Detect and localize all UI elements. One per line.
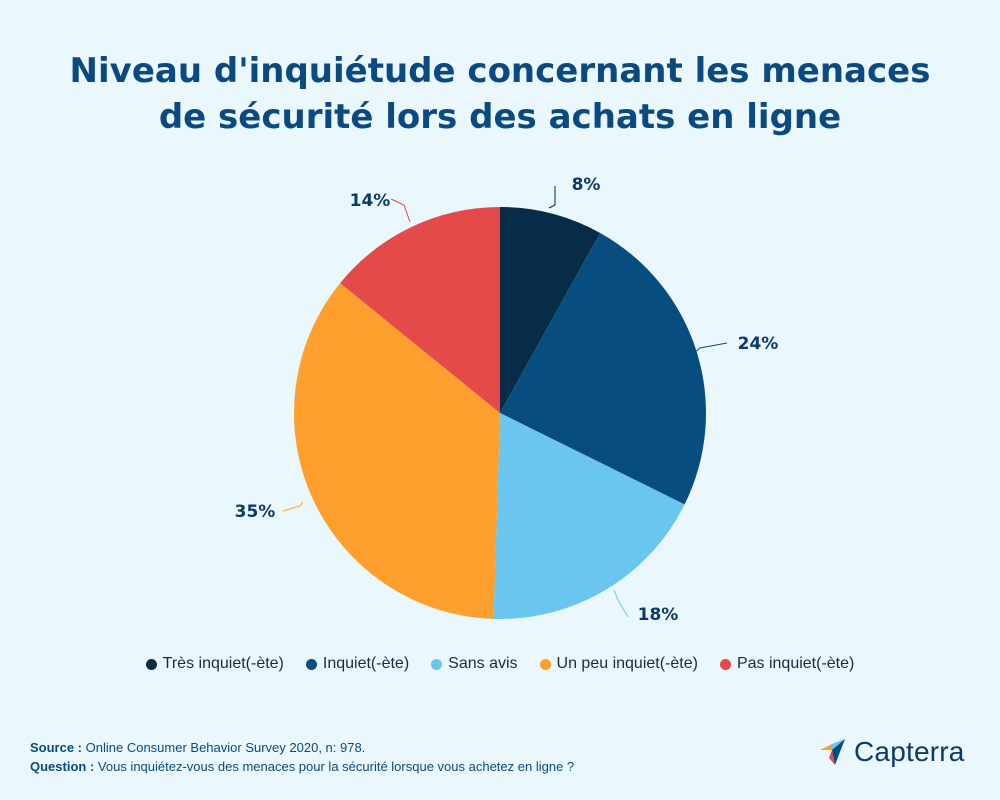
- data-label-3: 18%: [638, 605, 679, 625]
- legend-label: Pas inquiet(-ète): [736, 655, 855, 672]
- legend-dot: [305, 658, 317, 670]
- data-label-2: 24%: [738, 334, 779, 354]
- logo-shape-darkblue: [832, 739, 845, 765]
- source-label: Source :: [30, 740, 83, 755]
- pie-slice-5: [340, 207, 500, 413]
- question-line: Question : Vous inquiétez-vous des menac…: [30, 757, 574, 776]
- capterra-logo-text: Capterra: [854, 736, 965, 767]
- legend-dot: [145, 658, 157, 670]
- source-text: Online Consumer Behavior Survey 2020, n:…: [85, 740, 366, 755]
- legend-label: Très inquiet(-ète): [162, 655, 284, 672]
- leader-line-2: [694, 342, 728, 353]
- pie-slice-2: [500, 232, 706, 505]
- legend-item-tres-inquiet: Très inquiet(-ète): [145, 655, 284, 673]
- footer: Source : Online Consumer Behavior Survey…: [30, 738, 574, 776]
- leader-line-4: [282, 501, 304, 512]
- capterra-arrow-icon: [820, 739, 845, 765]
- data-label-4: 35%: [235, 502, 276, 522]
- question-text: Vous inquiétez-vous des menaces pour la …: [97, 759, 575, 774]
- legend-dot: [539, 658, 551, 670]
- leader-line-5: [390, 198, 411, 223]
- source-line: Source : Online Consumer Behavior Survey…: [30, 738, 574, 757]
- legend-item-inquiet: Inquiet(-ète): [305, 655, 410, 673]
- data-label-5: 14%: [350, 191, 391, 211]
- pie-slice-1: [500, 207, 601, 413]
- logo-shape-orange: [820, 744, 832, 750]
- pie-slice-4: [294, 283, 500, 619]
- legend-item-un-peu-inquiet: Un peu inquiet(-ète): [539, 655, 698, 673]
- leader-line-1: [548, 186, 556, 209]
- chart-title-line-2: de sécurité lors des achats en ligne: [158, 97, 842, 137]
- legend-dot: [431, 658, 443, 670]
- question-label: Question :: [30, 759, 95, 774]
- chart-title-line-1: Niveau d'inquiétude concernant les menac…: [69, 51, 931, 91]
- legend-label: Un peu inquiet(-ète): [556, 655, 698, 672]
- legend-dot: [719, 658, 731, 670]
- leader-line-3: [613, 589, 629, 618]
- data-label-1: 8%: [572, 175, 601, 195]
- logo-shape-red: [829, 750, 835, 765]
- legend-item-pas-inquiet: Pas inquiet(-ète): [719, 655, 855, 673]
- chart-title: Niveau d'inquiétude concernant les menac…: [0, 48, 1000, 140]
- legend: Très inquiet(-ète) Inquiet(-ète) Sans av…: [0, 655, 1000, 673]
- pie-slice-3: [493, 413, 685, 620]
- legend-label: Sans avis: [448, 655, 518, 672]
- legend-item-sans-avis: Sans avis: [431, 655, 518, 673]
- legend-label: Inquiet(-ète): [322, 655, 410, 672]
- capterra-logo: Capterra: [818, 736, 965, 768]
